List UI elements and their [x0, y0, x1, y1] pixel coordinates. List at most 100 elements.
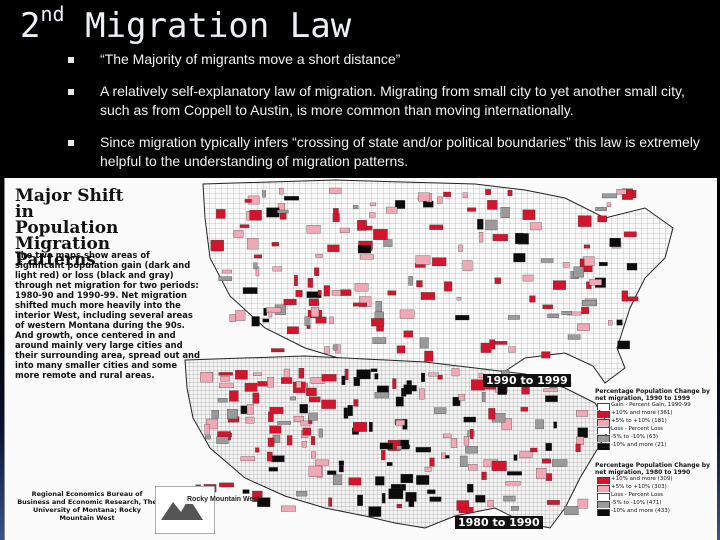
county-patch — [452, 396, 461, 407]
figure-title: Major Shift in Population Migration Patt… — [15, 186, 124, 270]
county-patch — [353, 399, 359, 407]
bullet-item: Since migration typically infers “crossi… — [68, 133, 708, 171]
county-patch — [520, 406, 529, 412]
county-patch — [396, 503, 402, 509]
county-patch — [267, 377, 274, 388]
county-patch — [429, 496, 442, 502]
county-patch — [485, 219, 498, 231]
mountain-logo-icon — [155, 486, 215, 534]
county-patch — [546, 500, 560, 505]
county-patch — [216, 436, 229, 444]
county-patch — [210, 239, 224, 252]
county-patch — [386, 462, 393, 466]
county-patch — [561, 311, 572, 315]
legend-swatch — [597, 435, 610, 442]
legend-row: +5% to +10% (181) — [595, 418, 715, 426]
county-patch — [277, 420, 291, 425]
county-patch — [218, 276, 233, 281]
county-patch — [371, 318, 385, 327]
county-patch — [545, 442, 552, 451]
legend-row: +5% to +10% (303) — [595, 484, 715, 492]
slide-title: 2nd Migration Law — [20, 2, 351, 46]
county-patch — [268, 311, 273, 318]
county-patch — [543, 388, 558, 393]
county-patch — [577, 427, 588, 438]
county-patch — [239, 224, 250, 228]
county-patch — [217, 398, 228, 403]
county-patch — [252, 392, 260, 404]
county-patch — [314, 267, 320, 276]
county-patch — [310, 307, 320, 318]
county-patch — [341, 375, 346, 385]
legend-label: +5% to +10% (303) — [611, 484, 667, 490]
county-patch — [268, 467, 278, 472]
top-map-date-label: 1990 to 1999 — [483, 374, 571, 387]
bullet-item: A relatively self-explanatory law of mig… — [68, 82, 708, 120]
county-patch — [444, 281, 453, 292]
county-patch — [478, 232, 484, 243]
county-patch — [395, 396, 404, 407]
county-patch — [253, 262, 258, 270]
legend-row: -5% to -10% (63) — [595, 434, 715, 442]
county-patch — [311, 451, 316, 459]
county-patch — [347, 405, 353, 417]
county-patch — [262, 190, 266, 198]
county-patch — [329, 187, 342, 194]
county-patch — [387, 290, 397, 296]
county-patch — [399, 309, 415, 319]
county-patch — [547, 313, 559, 318]
county-patch — [408, 276, 413, 286]
county-patch — [542, 458, 551, 464]
county-patch — [424, 350, 434, 362]
county-patch — [403, 384, 412, 395]
county-patch — [416, 280, 423, 288]
county-patch — [373, 229, 388, 240]
county-patch — [567, 334, 581, 340]
county-patch — [482, 392, 486, 402]
legend-swatch — [597, 419, 610, 426]
county-patch — [545, 473, 553, 481]
county-patch — [535, 419, 544, 430]
county-patch — [315, 316, 327, 324]
county-patch — [602, 193, 618, 199]
county-patch — [235, 310, 246, 321]
county-patch — [507, 190, 513, 196]
county-patch — [308, 465, 322, 477]
county-patch — [328, 497, 333, 507]
county-patch — [369, 202, 377, 207]
county-patch — [450, 438, 458, 448]
county-patch — [381, 450, 386, 461]
county-patch — [296, 381, 302, 389]
county-patch — [458, 393, 465, 401]
county-patch — [408, 498, 415, 508]
county-patch — [480, 342, 492, 353]
county-patch — [249, 209, 262, 221]
county-patch — [290, 396, 296, 401]
county-patch — [505, 481, 521, 486]
county-patch — [418, 192, 430, 202]
county-patch — [283, 368, 290, 379]
county-patch — [374, 392, 389, 399]
county-patch — [415, 447, 432, 453]
county-patch — [251, 316, 260, 327]
bullet-item: “The Majority of migrants move a short d… — [68, 50, 708, 69]
maps-canvas — [184, 179, 674, 529]
county-patch — [267, 451, 273, 462]
county-patch — [576, 436, 584, 445]
legend-swatch — [597, 485, 610, 492]
county-patch — [368, 421, 373, 432]
county-patch — [521, 386, 530, 395]
legend-swatch — [597, 411, 610, 418]
county-patch — [343, 407, 349, 419]
title-prefix: 2 — [20, 6, 41, 46]
county-patch — [424, 466, 432, 472]
county-patch — [416, 475, 430, 485]
county-patch — [205, 435, 211, 440]
county-patch — [266, 307, 282, 313]
county-patch — [443, 191, 451, 197]
county-patch — [552, 459, 568, 467]
county-patch — [374, 373, 379, 380]
county-patch — [494, 277, 501, 284]
county-patch — [219, 383, 234, 389]
county-patch — [324, 346, 330, 354]
